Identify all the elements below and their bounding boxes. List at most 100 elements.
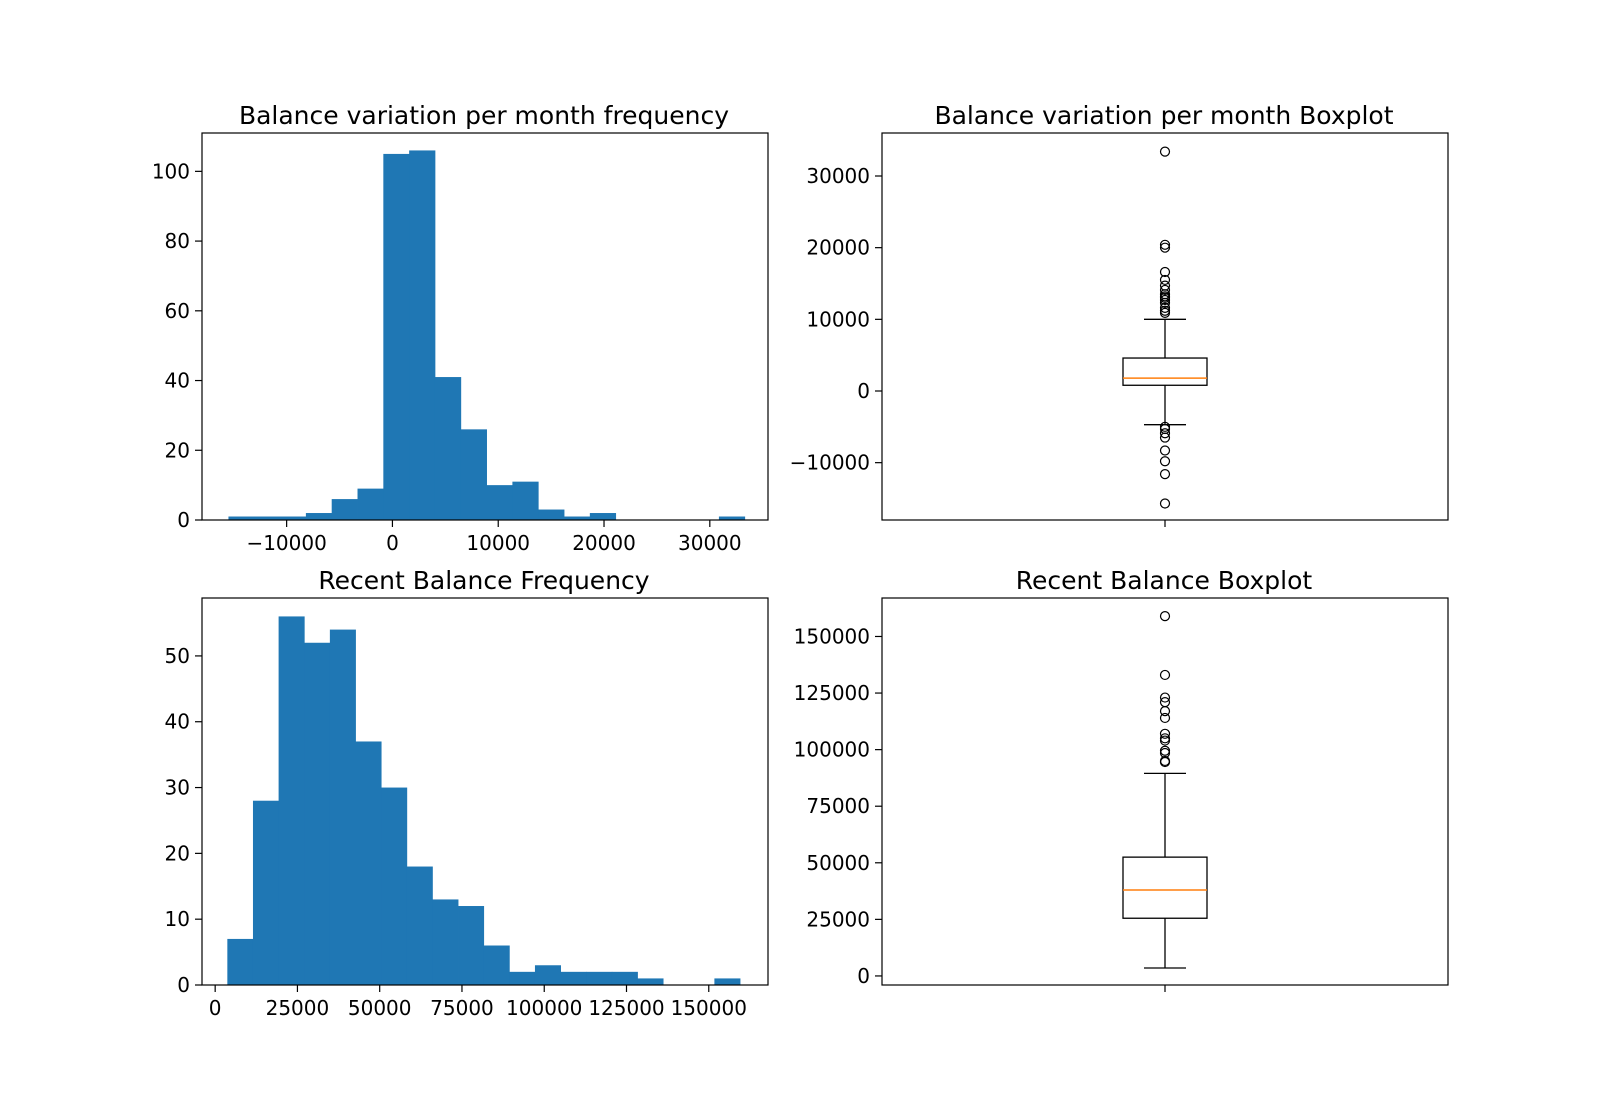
outlier-point <box>1159 692 1171 703</box>
histogram-bar <box>227 938 254 985</box>
chart-title: Balance variation per month frequency <box>239 101 729 130</box>
boxplot-balance-variation: Balance variation per month Boxplot −100… <box>790 101 1449 527</box>
y-tick-label: 10 <box>165 907 190 931</box>
outlier-point <box>1159 242 1171 253</box>
chart-title: Balance variation per month Boxplot <box>934 101 1393 130</box>
histogram-bar <box>252 800 280 985</box>
histogram-bar <box>586 971 613 985</box>
outlier-point <box>1159 456 1171 467</box>
histogram-bar <box>329 629 356 985</box>
histogram-bar <box>304 642 331 985</box>
histogram-bar <box>406 866 433 985</box>
y-tick-label: 25000 <box>806 907 870 931</box>
histogram-bar <box>305 513 333 520</box>
plot-frame <box>881 597 1449 986</box>
outlier-point <box>1159 297 1171 308</box>
histogram-bar <box>355 741 382 985</box>
x-tick-label: 20000 <box>572 531 636 555</box>
y-tick-label: 40 <box>165 710 190 734</box>
y-tick-label: 50 <box>165 644 190 668</box>
plot-frame <box>201 597 769 986</box>
y-tick-label: 80 <box>165 229 190 253</box>
outlier-point <box>1159 432 1171 443</box>
y-tick-label: 75000 <box>806 794 870 818</box>
y-tick-label: 20 <box>165 841 190 865</box>
outlier-point <box>1159 498 1171 509</box>
histogram-bar <box>460 429 487 520</box>
outlier-point <box>1159 469 1171 480</box>
outlier-point <box>1159 735 1171 746</box>
histogram-bar <box>611 971 638 985</box>
outlier-point <box>1159 445 1171 456</box>
histogram-bar <box>228 516 255 520</box>
histogram-bar <box>714 978 741 985</box>
y-tick-label: 0 <box>857 379 870 403</box>
outlier-point <box>1159 302 1171 313</box>
x-tick-label: 0 <box>209 996 222 1020</box>
histogram-bar <box>637 978 664 985</box>
histogram-bar <box>483 945 510 985</box>
histogram-bar <box>280 516 307 520</box>
y-tick-label: 30000 <box>806 164 870 188</box>
x-tick-label: 30000 <box>678 531 742 555</box>
y-tick-label: 10000 <box>806 307 870 331</box>
outlier-point <box>1159 728 1171 739</box>
y-tick-label: 60 <box>165 299 190 323</box>
outlier-point <box>1159 274 1171 286</box>
y-tick-label: −10000 <box>790 451 870 475</box>
chart-title: Recent Balance Boxplot <box>1016 566 1313 595</box>
x-tick-label: 50000 <box>348 996 412 1020</box>
x-tick-label: 100000 <box>506 996 582 1020</box>
outlier-point <box>1159 611 1171 622</box>
outlier-point <box>1159 745 1171 756</box>
outlier-point <box>1159 706 1171 717</box>
histogram-bar <box>512 481 539 520</box>
outlier-point <box>1159 307 1171 318</box>
boxplot-recent-balance: Recent Balance Boxplot 0 25000 50000 75000 1… <box>794 566 1449 992</box>
histogram-bar <box>486 485 513 520</box>
histogram-recent-balance: Recent Balance Frequency 0 25000 50000 7500… <box>165 566 769 1020</box>
outlier-point <box>1159 239 1171 250</box>
histogram-bar <box>434 377 462 520</box>
histogram-bar <box>383 153 410 520</box>
histogram-bar <box>560 971 587 985</box>
plot-frame <box>201 132 769 521</box>
chart-title: Recent Balance Frequency <box>318 566 649 595</box>
x-tick-label: 0 <box>386 531 399 555</box>
y-tick-label: 0 <box>857 964 870 988</box>
y-tick-label: 100 <box>152 159 190 183</box>
y-tick-label: 0 <box>177 973 190 997</box>
histogram-balance-variation: Balance variation per month frequency −1… <box>152 101 769 555</box>
x-tick-label: 10000 <box>466 531 530 555</box>
histogram-bar <box>509 971 536 985</box>
outlier-point <box>1159 284 1171 296</box>
outlier-point <box>1159 294 1171 306</box>
histogram-bar <box>381 787 408 985</box>
x-tick-label: 75000 <box>430 996 494 1020</box>
box-iqr <box>1122 856 1208 919</box>
histogram-bar <box>254 516 281 520</box>
box-iqr <box>1122 357 1208 386</box>
histogram-bar <box>538 509 565 520</box>
x-tick-label: −10000 <box>246 531 326 555</box>
outlier-point <box>1159 669 1171 681</box>
outlier-point <box>1159 428 1171 439</box>
y-tick-label: 100000 <box>794 738 870 762</box>
outlier-point <box>1159 712 1171 724</box>
y-tick-label: 0 <box>177 508 190 532</box>
histogram-bar <box>458 906 485 985</box>
y-tick-label: 125000 <box>794 681 870 705</box>
outlier-point <box>1159 266 1171 278</box>
y-tick-label: 40 <box>165 369 190 393</box>
histogram-bar <box>278 616 305 985</box>
histogram-bar <box>534 965 561 985</box>
outlier-point <box>1159 146 1171 157</box>
x-tick-label: 125000 <box>588 996 664 1020</box>
histogram-bar <box>409 150 436 520</box>
y-tick-label: 20 <box>165 438 190 462</box>
y-tick-label: 50000 <box>806 851 870 875</box>
y-tick-label: 150000 <box>794 624 870 648</box>
histogram-bar <box>564 516 591 520</box>
x-tick-label: 150000 <box>671 996 747 1020</box>
